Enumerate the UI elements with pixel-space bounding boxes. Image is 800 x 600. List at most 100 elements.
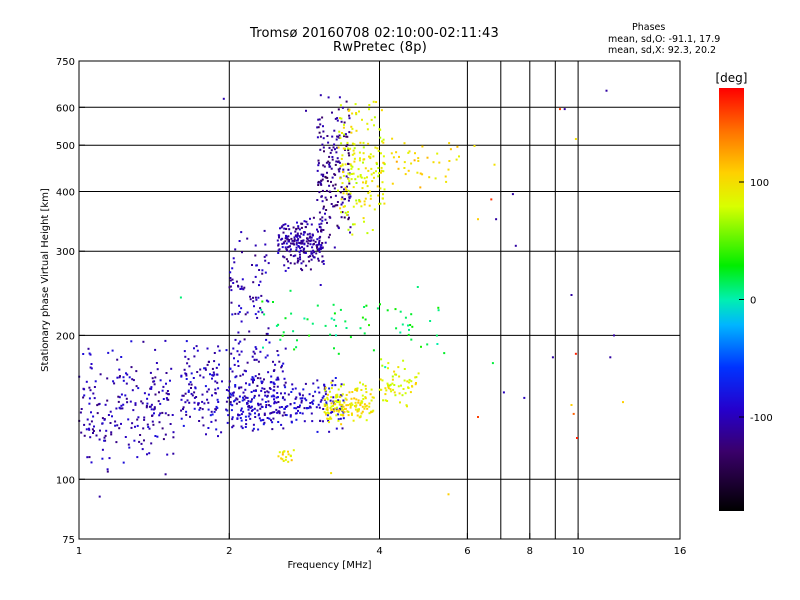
data-point (340, 406, 343, 409)
data-point (149, 405, 152, 408)
data-point (235, 402, 238, 405)
data-point (265, 404, 268, 406)
data-point (342, 408, 345, 411)
data-point (378, 202, 381, 205)
data-point (330, 472, 333, 475)
data-point (257, 414, 260, 417)
data-point (214, 392, 217, 394)
data-point (96, 404, 99, 407)
data-point (414, 376, 417, 379)
data-point (260, 389, 263, 392)
data-point (331, 158, 334, 161)
data-point (345, 404, 348, 407)
data-point (332, 404, 334, 407)
data-point (302, 249, 305, 252)
data-point (340, 186, 343, 189)
data-point (444, 175, 447, 178)
data-point (206, 398, 209, 401)
data-point (272, 301, 274, 303)
data-point (347, 211, 349, 213)
data-point (374, 146, 377, 149)
data-point (266, 417, 269, 419)
data-point (345, 135, 348, 138)
data-point (295, 243, 298, 246)
data-point (264, 243, 267, 246)
data-point (83, 434, 86, 437)
data-point (199, 407, 202, 409)
data-point (364, 197, 367, 200)
data-point (114, 420, 117, 423)
data-point (327, 419, 330, 422)
data-point (334, 194, 337, 197)
data-point (420, 345, 422, 348)
data-point (89, 389, 92, 392)
data-point (312, 216, 315, 219)
data-point (266, 394, 269, 397)
data-point (270, 419, 272, 422)
data-point (355, 199, 358, 202)
data-point (318, 239, 321, 242)
data-point (299, 393, 301, 396)
data-point (215, 405, 218, 408)
data-point (353, 160, 356, 163)
data-point (278, 248, 281, 251)
data-point (375, 161, 378, 164)
data-point (282, 255, 285, 258)
data-point (332, 146, 335, 149)
data-point (369, 194, 372, 197)
data-point (317, 126, 320, 129)
data-point (368, 324, 370, 327)
data-point (316, 246, 318, 249)
data-point (351, 233, 354, 236)
data-point (284, 347, 287, 350)
data-point (350, 131, 353, 134)
data-point (184, 401, 187, 404)
data-point (82, 353, 85, 355)
data-point (204, 367, 207, 370)
data-point (317, 184, 320, 186)
data-point (255, 389, 257, 392)
data-point (216, 373, 219, 376)
data-point (108, 457, 111, 460)
data-point (407, 333, 410, 336)
data-point (290, 237, 293, 240)
data-point (299, 411, 302, 414)
data-point (319, 400, 322, 403)
data-point (276, 392, 279, 394)
data-point (247, 415, 250, 418)
data-point (146, 423, 149, 426)
data-point (103, 439, 106, 442)
data-point (364, 397, 367, 400)
data-point (254, 412, 256, 415)
data-point (401, 323, 404, 326)
data-point (393, 391, 396, 394)
data-point (309, 268, 312, 271)
data-point (358, 151, 361, 154)
data-point (333, 187, 336, 190)
data-point (370, 388, 373, 391)
data-point (347, 189, 350, 192)
data-point (360, 389, 363, 391)
data-point (365, 404, 368, 407)
data-point (166, 453, 169, 456)
data-point (273, 369, 276, 372)
data-point (253, 396, 256, 399)
data-point (321, 189, 324, 192)
data-point (370, 118, 373, 121)
data-point (209, 414, 212, 417)
data-point (344, 133, 347, 136)
data-point (253, 407, 256, 410)
data-point (141, 448, 144, 451)
data-point (334, 377, 337, 379)
data-point (231, 267, 234, 270)
data-point (290, 232, 292, 235)
data-point (252, 427, 255, 430)
data-point (282, 231, 285, 234)
data-point (116, 358, 119, 361)
data-point (281, 451, 284, 454)
data-point (348, 391, 351, 394)
x-tick-label: 16 (674, 546, 687, 557)
data-point (306, 233, 309, 236)
x-tick-label: 6 (464, 546, 470, 557)
data-point (326, 221, 328, 224)
